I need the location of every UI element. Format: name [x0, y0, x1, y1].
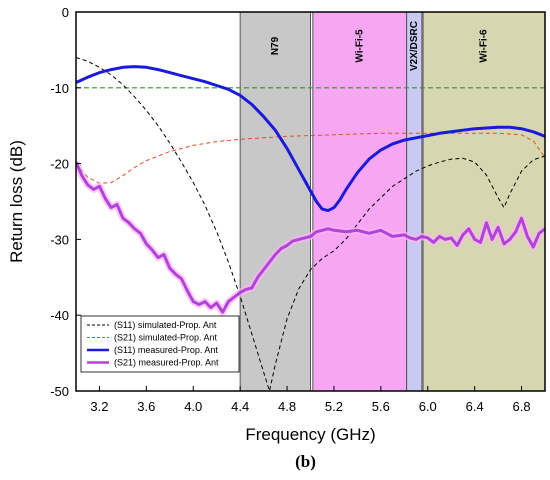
band-0: [239, 11, 311, 392]
x-tick-label-4: 4.8: [278, 399, 296, 414]
band-1: [312, 11, 408, 392]
plot-frame: [75, 11, 546, 392]
band-label-0: N79: [270, 36, 281, 55]
y-tick-label-4: -10: [50, 81, 69, 96]
series-line-2: [76, 65, 545, 213]
x-tick-label-5: 5.2: [325, 399, 343, 414]
y-axis-title: Return loss (dB): [7, 140, 26, 263]
x-axis-title: Frequency (GHz): [245, 425, 375, 444]
y-tick-label-2: -30: [50, 232, 69, 247]
x-tick-label-6: 5.6: [372, 399, 390, 414]
legend-label-3: (S21) measured-Prop. Ant: [114, 358, 219, 368]
legend-label-2: (S11) measured-Prop. Ant: [114, 345, 218, 355]
x-tick-label-7: 6.0: [419, 399, 437, 414]
x-tick-label-8: 6.4: [466, 399, 484, 414]
x-tick-label-0: 3.2: [90, 399, 108, 414]
band-label-1: Wi-Fi-5: [354, 29, 365, 63]
series-line-1: [76, 132, 545, 184]
legend-label-1: (S21) simulated-Prop. Ant: [114, 333, 218, 343]
band-3: [422, 11, 546, 392]
series-line-0: [76, 57, 545, 391]
legend: (S11) simulated-Prop. Ant (S21) simulated…: [80, 315, 240, 373]
band-label-3: Wi-Fi-6: [479, 29, 490, 63]
y-tick-label-3: -20: [50, 157, 69, 172]
x-tick-label-1: 3.6: [137, 399, 155, 414]
bands-layer: N79 Wi-Fi-5 V2X/DSRC Wi-Fi-6: [239, 11, 546, 392]
y-tick-label-5: 0: [62, 5, 69, 20]
y-tick-label-1: -40: [50, 308, 69, 323]
x-tick-label-3: 4.4: [231, 399, 249, 414]
figure-caption: (b): [295, 452, 316, 471]
legend-label-0: (S11) simulated-Prop. Ant: [114, 320, 217, 330]
x-tick-label-9: 6.8: [513, 399, 531, 414]
x-tick-label-2: 4.0: [184, 399, 202, 414]
band-label-2: V2X/DSRC: [409, 21, 420, 71]
series-line-3: [76, 161, 545, 314]
ticks-layer: 3.2 3.6 4.0 4.4 4.8 5.2 5.6 6.0 6.4 6.8 -50 -40 -30 -…: [50, 5, 530, 414]
y-tick-label-0: -50: [50, 384, 69, 399]
series-layer: [76, 57, 545, 391]
